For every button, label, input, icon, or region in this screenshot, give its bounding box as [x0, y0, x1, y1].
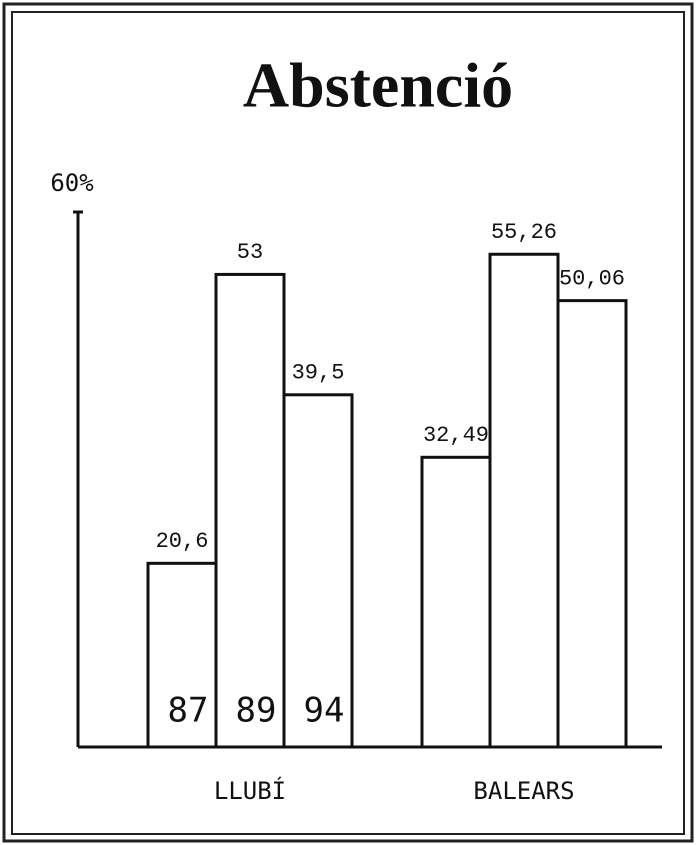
chart-title: Abstenció [243, 50, 513, 121]
y-tick-label: 60% [50, 169, 94, 197]
bar [556, 299, 628, 749]
bar [488, 252, 560, 749]
series-label: 89 [236, 691, 277, 731]
x-tick-label: BALEARS [473, 777, 574, 805]
value-label: 50,06 [559, 266, 625, 291]
x-tick-label: LLUBÍ [214, 776, 286, 805]
value-label: 55,26 [491, 220, 557, 245]
bar [420, 455, 492, 749]
value-label: 53 [237, 240, 263, 265]
value-label: 20,6 [156, 529, 209, 554]
series-label: 87 [168, 691, 209, 731]
bar [214, 272, 286, 749]
bar [282, 393, 354, 749]
value-label: 39,5 [292, 361, 345, 386]
bar [146, 561, 218, 749]
value-label: 32,49 [423, 423, 489, 448]
series-label: 94 [304, 691, 345, 731]
inner-frame [11, 11, 685, 835]
